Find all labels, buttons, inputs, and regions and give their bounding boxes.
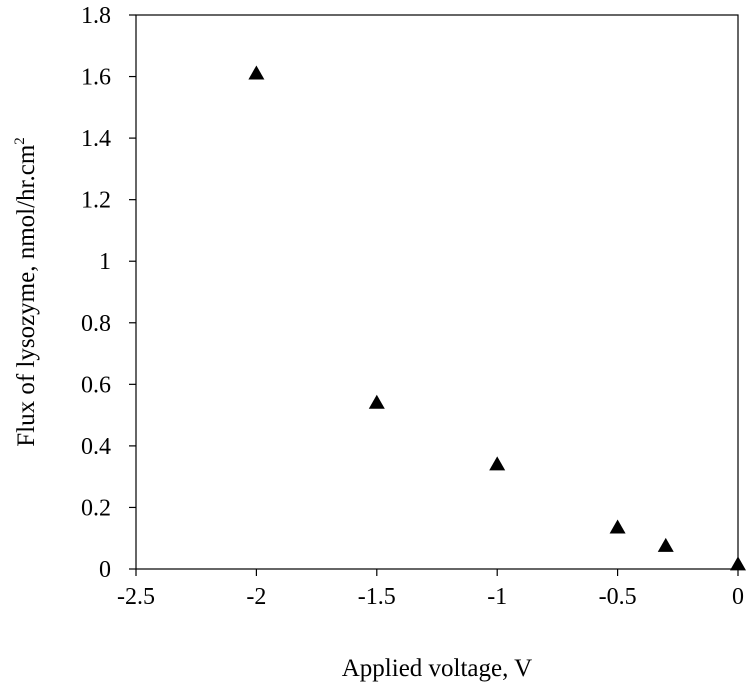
y-tick-label: 1.6 bbox=[81, 65, 111, 91]
y-tick-label: 0.2 bbox=[81, 495, 111, 521]
data-point bbox=[248, 65, 265, 80]
data-point bbox=[730, 556, 746, 571]
x-tick-label: -1.5 bbox=[358, 584, 396, 610]
x-tick-label: -1 bbox=[487, 584, 507, 610]
x-axis-label: Applied voltage, V bbox=[342, 655, 532, 682]
data-point bbox=[609, 519, 626, 534]
y-tick-label: 0.4 bbox=[81, 434, 111, 460]
y-tick-label: 0 bbox=[99, 557, 111, 583]
y-tick-label: 1.2 bbox=[81, 188, 111, 214]
y-tick-label: 0.8 bbox=[81, 311, 111, 337]
x-axis-ticks: -2.5 -2 -1.5 -1 -0.5 0 bbox=[117, 569, 744, 610]
y-tick-label: 0.6 bbox=[81, 372, 111, 398]
y-axis-label-text: Flux of lysozyme, nmol/hr.cm bbox=[13, 144, 40, 447]
data-points bbox=[248, 65, 746, 571]
plot-area bbox=[135, 14, 739, 570]
x-tick-label: -2.5 bbox=[117, 584, 155, 610]
y-tick-label: 1.8 bbox=[81, 3, 111, 29]
data-point bbox=[489, 456, 506, 471]
x-tick-label: -2 bbox=[246, 584, 266, 610]
x-tick-label: -0.5 bbox=[599, 584, 637, 610]
x-tick-label: 0 bbox=[732, 584, 744, 610]
y-axis-ticks: 0 0.2 0.4 0.6 0.8 1 1.2 1.4 1.6 1.8 bbox=[81, 3, 136, 583]
y-tick-label: 1.4 bbox=[81, 126, 111, 152]
y-tick-label: 1 bbox=[99, 249, 111, 275]
data-point bbox=[657, 537, 674, 552]
y-axis-label: Flux of lysozyme, nmol/hr.cm2 bbox=[12, 137, 40, 447]
data-point bbox=[368, 394, 385, 409]
y-axis-label-superscript: 2 bbox=[12, 137, 28, 145]
